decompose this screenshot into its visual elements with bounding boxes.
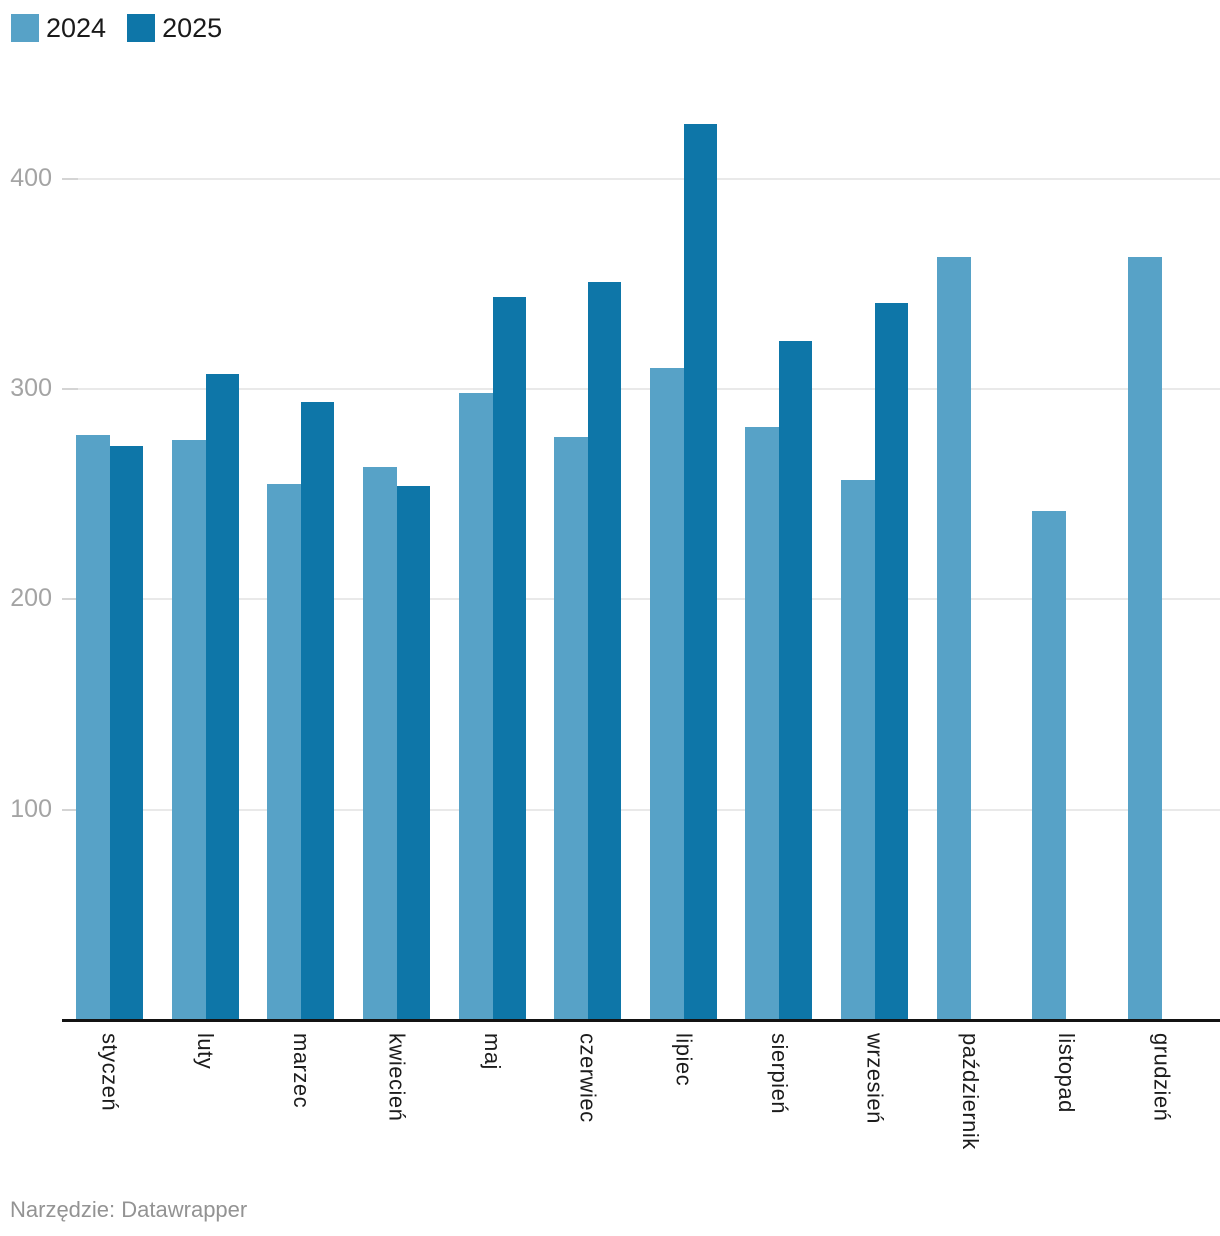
x-tick-label-marzec: marzec	[288, 1033, 314, 1109]
x-tick-label-październik: październik	[958, 1033, 984, 1150]
bar-2024-styczeń	[76, 435, 110, 1020]
bar-group-grudzień	[1127, 120, 1195, 1020]
legend-label-2025: 2025	[162, 12, 223, 43]
gridline-400	[62, 178, 1220, 180]
bar-2025-styczeń	[110, 446, 143, 1020]
y-tick-mark-200	[62, 598, 78, 600]
x-tick-label-luty: luty	[193, 1033, 219, 1070]
bar-2024-lipiec	[649, 368, 684, 1020]
bar-2024-listopad	[1032, 511, 1067, 1020]
bar-2024-marzec	[267, 484, 302, 1020]
legend-label-2024: 2024	[46, 12, 107, 43]
x-tick-label-lipiec: lipiec	[671, 1033, 697, 1087]
x-label-cell-listopad: listopad	[1032, 1033, 1099, 1150]
x-tick-label-czerwiec: czerwiec	[575, 1033, 601, 1123]
bar-2024-luty	[171, 440, 206, 1020]
legend-item-2025: 2025	[127, 14, 222, 42]
x-label-cell-styczeń: styczeń	[76, 1033, 143, 1150]
bar-group-luty	[171, 120, 239, 1020]
bar-group-czerwiec	[554, 120, 622, 1020]
x-axis-labels: styczeń luty marzec kwiecień maj czerwiec lipi…	[62, 1033, 1220, 1150]
bar-group-sierpień	[745, 120, 813, 1020]
x-tick-label-kwiecień: kwiecień	[384, 1033, 410, 1122]
x-tick-label-sierpień: sierpień	[766, 1033, 792, 1115]
bar-2024-wrzesień	[841, 480, 875, 1020]
y-tick-label-400: 400	[10, 164, 52, 192]
gridline-200	[62, 598, 1220, 600]
y-tick-mark-300	[62, 388, 78, 390]
x-label-cell-marzec: marzec	[267, 1033, 334, 1150]
chart-legend: 2024 2025	[11, 14, 222, 42]
bar-2025-marzec	[301, 402, 335, 1020]
bar-group-lipiec	[649, 120, 717, 1020]
x-tick-label-maj: maj	[480, 1033, 505, 1070]
bar-group-listopad	[1032, 120, 1099, 1020]
bar-group-wrzesień	[841, 120, 908, 1020]
x-tick-label-styczeń: styczeń	[97, 1033, 123, 1112]
x-axis-line	[62, 1019, 1220, 1022]
x-tick-label-wrzesień: wrzesień	[862, 1033, 888, 1124]
bar-2025-kwiecień	[396, 486, 430, 1020]
x-label-cell-luty: luty	[172, 1033, 239, 1150]
x-tick-label-grudzień: grudzień	[1149, 1033, 1175, 1122]
bar-2024-czerwiec	[554, 437, 589, 1020]
bar-2024-sierpień	[745, 427, 780, 1020]
bar-group-marzec	[267, 120, 335, 1020]
legend-swatch-2024	[11, 14, 39, 42]
x-label-cell-czerwiec: czerwiec	[554, 1033, 621, 1150]
attribution-footer: Narzędzie: Datawrapper	[10, 1197, 247, 1223]
bar-2024-kwiecień	[362, 467, 397, 1020]
x-tick-label-listopad: listopad	[1053, 1033, 1079, 1113]
bar-group-październik	[936, 120, 1004, 1020]
bar-2025-lipiec	[683, 124, 717, 1020]
bar-2024-grudzień	[1127, 257, 1162, 1020]
legend-item-2024: 2024	[11, 14, 106, 42]
bar-group-styczeń	[76, 120, 143, 1020]
bar-2025-maj	[492, 297, 526, 1020]
bar-2025-czerwiec	[588, 282, 622, 1020]
x-label-cell-wrzesień: wrzesień	[841, 1033, 908, 1150]
x-label-cell-sierpień: sierpień	[745, 1033, 812, 1150]
bar-group-maj	[458, 120, 526, 1020]
bar-2025-luty	[205, 374, 239, 1020]
legend-swatch-2025	[127, 14, 156, 42]
attribution-text: Narzędzie: Datawrapper	[10, 1197, 248, 1222]
gridline-300	[62, 388, 1220, 390]
bars-plot-area	[62, 120, 1220, 1020]
x-label-cell-kwiecień: kwiecień	[363, 1033, 430, 1150]
y-tick-label-100: 100	[10, 795, 52, 823]
bar-2025-wrzesień	[875, 303, 908, 1020]
gridline-100	[62, 809, 1220, 811]
bar-2025-sierpień	[779, 341, 813, 1020]
y-tick-mark-100	[62, 809, 78, 811]
y-tick-label-300: 300	[10, 374, 52, 402]
bar-2024-październik	[936, 257, 971, 1020]
y-tick-label-200: 200	[10, 584, 52, 612]
x-label-cell-październik: październik	[937, 1033, 1004, 1150]
x-label-cell-maj: maj	[459, 1033, 526, 1150]
x-label-cell-grudzień: grudzień	[1128, 1033, 1195, 1150]
bar-2024-maj	[458, 393, 493, 1020]
bar-group-kwiecień	[362, 120, 430, 1020]
x-label-cell-lipiec: lipiec	[650, 1033, 717, 1150]
y-tick-mark-400	[62, 178, 78, 180]
